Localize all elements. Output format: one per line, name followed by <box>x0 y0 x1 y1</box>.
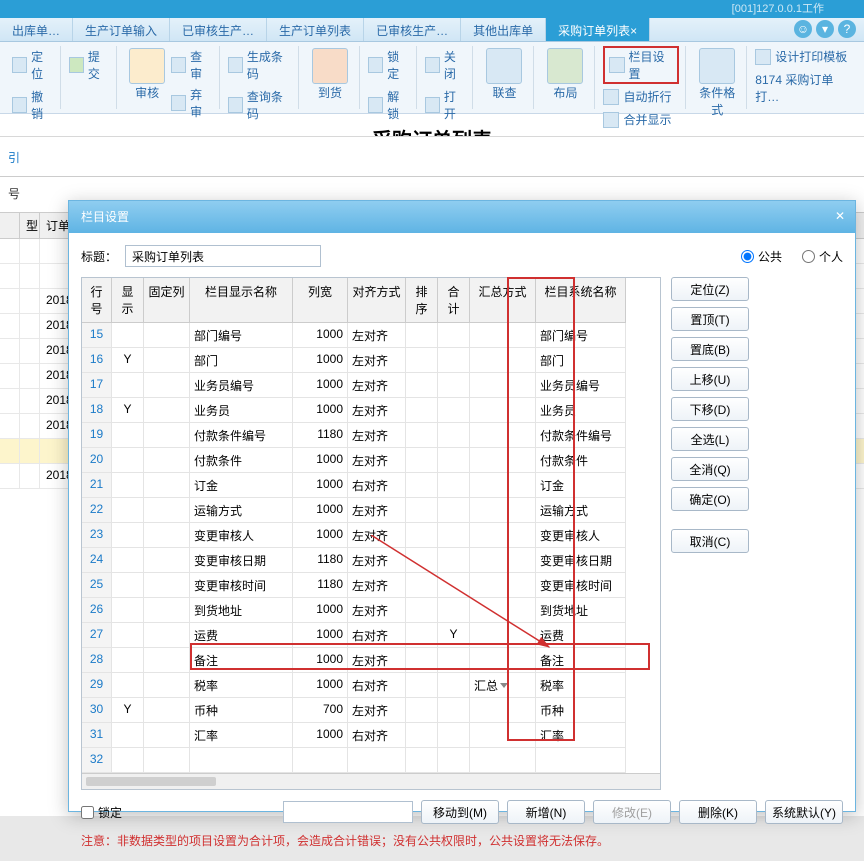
table-row[interactable]: 29税率1000右对齐汇总税率 <box>82 673 660 698</box>
undo-button[interactable]: 撤销 <box>12 86 54 124</box>
table-row[interactable]: 19付款条件编号1180左对齐付款条件编号 <box>82 423 660 448</box>
edit-button[interactable]: 修改(E) <box>593 800 671 824</box>
title-input[interactable] <box>125 245 321 267</box>
h-scrollbar[interactable] <box>82 773 660 789</box>
submit-button[interactable]: 提交 <box>69 46 111 84</box>
move-field[interactable] <box>283 801 413 823</box>
close-button[interactable]: 关闭 <box>425 46 467 84</box>
locate-button[interactable]: 定位 <box>12 46 54 84</box>
grid-header-cell[interactable]: 合计 <box>438 278 470 323</box>
tab-2[interactable]: 已审核生产… <box>170 18 267 41</box>
query-barcode-button[interactable]: 查询条码 <box>228 86 292 124</box>
help-icon[interactable]: ? <box>838 20 856 38</box>
grid-header-cell[interactable]: 汇总方式 <box>470 278 536 323</box>
side-btn-1[interactable]: 置顶(T) <box>671 307 749 331</box>
print-open-button[interactable]: 8174 采购订单打… <box>755 69 852 107</box>
radio-public[interactable]: 公共 <box>741 248 782 265</box>
auto-wrap-button[interactable]: 自动折行 <box>603 86 679 107</box>
cond-format-button[interactable]: 条件格式 <box>694 46 740 118</box>
grid-header-cell[interactable]: 固定列 <box>144 278 190 323</box>
table-row[interactable]: 17业务员编号1000左对齐业务员编号 <box>82 373 660 398</box>
print-template-button[interactable]: 设计打印模板 <box>755 46 852 67</box>
side-btn-2[interactable]: 置底(B) <box>671 337 749 361</box>
table-row[interactable]: 16Y部门1000左对齐部门 <box>82 348 660 373</box>
grid-header-cell[interactable]: 对齐方式 <box>348 278 406 323</box>
side-btn-3[interactable]: 上移(U) <box>671 367 749 391</box>
gen-barcode-button[interactable]: 生成条码 <box>228 46 292 84</box>
delete-button[interactable]: 删除(K) <box>679 800 757 824</box>
side-btn-0[interactable]: 定位(Z) <box>671 277 749 301</box>
column-settings-button[interactable]: 栏目设置 <box>603 46 679 84</box>
ribbon-tabs: 出库单… 生产订单输入 已审核生产… 生产订单列表 已审核生产… 其他出库单 采… <box>0 18 864 42</box>
title-label: 标题： <box>81 248 117 265</box>
grid-header-cell[interactable]: 排序 <box>406 278 438 323</box>
tab-3[interactable]: 生产订单列表 <box>267 18 364 41</box>
default-button[interactable]: 系统默认(Y) <box>765 800 843 824</box>
grid-header-cell[interactable]: 栏目系统名称 <box>536 278 626 323</box>
grid-header-cell[interactable]: 栏目显示名称 <box>190 278 293 323</box>
tab-4[interactable]: 已审核生产… <box>364 18 461 41</box>
table-row[interactable]: 25变更审核时间1180左对齐变更审核时间 <box>82 573 660 598</box>
warning-text: 注意：非数据类型的项目设置为合计项，会造成合计错误；没有公共权限时，公共设置将无… <box>81 832 843 849</box>
lock-button[interactable]: 锁定 <box>368 46 410 84</box>
open-button[interactable]: 打开 <box>425 86 467 124</box>
table-row[interactable]: 21订金1000右对齐订金 <box>82 473 660 498</box>
close-link[interactable]: 引 <box>8 151 20 165</box>
table-row[interactable]: 32 <box>82 748 660 773</box>
smiley-icon[interactable]: ☺ <box>794 20 812 38</box>
radio-personal[interactable]: 个人 <box>802 248 843 265</box>
table-row[interactable]: 23变更审核人1000左对齐变更审核人 <box>82 523 660 548</box>
grid-header-cell[interactable]: 行号 <box>82 278 112 323</box>
side-btn-6[interactable]: 全消(Q) <box>671 457 749 481</box>
window-titlebar: [001]127.0.0.1工作 <box>0 0 864 18</box>
tab-1[interactable]: 生产订单输入 <box>73 18 170 41</box>
side-btn-4[interactable]: 下移(D) <box>671 397 749 421</box>
side-btn-8[interactable]: 取消(C) <box>671 529 749 553</box>
layout-button[interactable]: 布局 <box>542 46 588 101</box>
dropdown-icon[interactable]: ▾ <box>816 20 834 38</box>
table-row[interactable]: 30Y币种700左对齐币种 <box>82 698 660 723</box>
column-settings-dialog: 栏目设置 ✕ 标题： 公共 个人 行号显示固定列栏目显示名称列宽对齐方式排序合计… <box>68 200 856 812</box>
add-button[interactable]: 新增(N) <box>507 800 585 824</box>
side-buttons: 定位(Z) 置顶(T) 置底(B) 上移(U) 下移(D) 全选(L) 全消(Q) 确定(O)… <box>671 277 749 790</box>
arrive-button[interactable]: 到货 <box>307 46 353 101</box>
table-row[interactable]: 31汇率1000右对齐汇率 <box>82 723 660 748</box>
tab-5[interactable]: 其他出库单 <box>461 18 546 41</box>
grid-header-cell[interactable]: 显示 <box>112 278 144 323</box>
side-btn-7[interactable]: 确定(O) <box>671 487 749 511</box>
table-row[interactable]: 18Y业务员1000左对齐业务员 <box>82 398 660 423</box>
grid-header-cell[interactable]: 列宽 <box>293 278 348 323</box>
tab-active[interactable]: 采购订单列表× <box>546 18 650 41</box>
move-button[interactable]: 移动到(M) <box>421 800 499 824</box>
audit-button[interactable]: 审核 <box>125 46 169 109</box>
toolbar: 定位 撤销 提交 审核 查审 弃审 生成条码 查询条码 到货 锁定 解锁 关闭 … <box>0 42 864 114</box>
table-row[interactable]: 24变更审核日期1180左对齐变更审核日期 <box>82 548 660 573</box>
tab-0[interactable]: 出库单… <box>0 18 73 41</box>
unlock-button[interactable]: 解锁 <box>368 86 410 124</box>
table-row[interactable]: 28备注1000左对齐备注 <box>82 648 660 673</box>
close-icon[interactable]: ✕ <box>835 209 845 223</box>
side-btn-5[interactable]: 全选(L) <box>671 427 749 451</box>
lock-checkbox[interactable]: 锁定 <box>81 804 122 821</box>
table-row[interactable]: 20付款条件1000左对齐付款条件 <box>82 448 660 473</box>
table-row[interactable]: 22运输方式1000左对齐运输方式 <box>82 498 660 523</box>
table-row[interactable]: 15部门编号1000左对齐部门编号 <box>82 323 660 348</box>
merge-display-button[interactable]: 合并显示 <box>603 109 679 130</box>
view-audit-button[interactable]: 查审 <box>171 46 213 84</box>
table-row[interactable]: 26到货地址1000左对齐到货地址 <box>82 598 660 623</box>
abandon-audit-button[interactable]: 弃审 <box>171 84 213 122</box>
table-row[interactable]: 27运费1000右对齐Y运费 <box>82 623 660 648</box>
dialog-title: 栏目设置 ✕ <box>69 201 855 233</box>
columns-grid[interactable]: 行号显示固定列栏目显示名称列宽对齐方式排序合计汇总方式栏目系统名称 15部门编号… <box>81 277 661 790</box>
link-query-button[interactable]: 联查 <box>481 46 527 101</box>
ribbon-help: ☺ ▾ ? <box>786 18 864 41</box>
